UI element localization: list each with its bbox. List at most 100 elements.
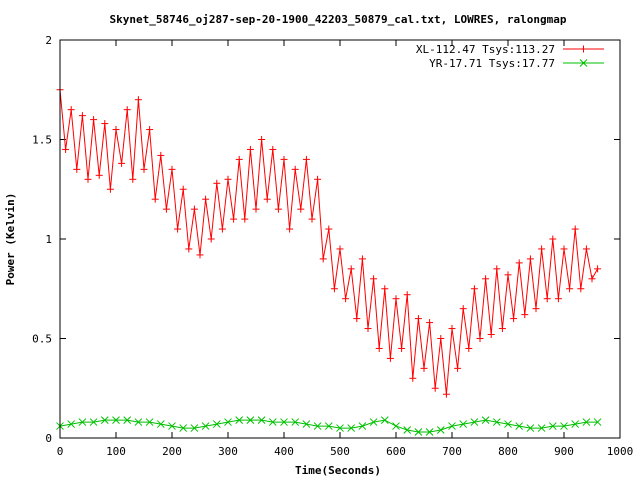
y-tick-label: 0 <box>45 432 52 445</box>
data-point <box>162 205 170 213</box>
data-point <box>100 416 109 424</box>
x-tick-label: 0 <box>57 445 64 458</box>
data-point <box>134 418 143 426</box>
legend: XL-112.47 Tsys:113.27 YR-17.71 Tsys:17.7… <box>416 43 604 70</box>
data-point <box>146 126 154 134</box>
data-point <box>448 325 456 333</box>
data-point <box>386 354 394 362</box>
data-point <box>73 165 81 173</box>
data-point <box>521 311 529 319</box>
data-point <box>381 285 389 293</box>
data-point <box>258 136 266 143</box>
data-point <box>554 295 562 303</box>
data-point <box>190 205 198 213</box>
data-point <box>392 422 400 430</box>
data-point <box>212 420 221 428</box>
series-line-0 <box>59 89 599 395</box>
x-tick-label: 900 <box>554 445 574 458</box>
data-point <box>179 185 187 193</box>
data-point <box>504 420 512 428</box>
data-point <box>106 185 114 193</box>
data-point <box>84 175 92 183</box>
axis-ticks: 0 100 200 300 400 500 600 700 800 900 1000 0 0.5 1 1.5… <box>32 34 633 458</box>
data-point <box>78 112 86 120</box>
data-point <box>465 344 473 352</box>
data-point <box>571 420 580 428</box>
data-point <box>532 305 540 313</box>
data-point <box>201 422 210 430</box>
data-point <box>594 265 602 273</box>
data-point <box>454 364 462 372</box>
data-point <box>470 285 478 293</box>
data-point <box>168 165 176 173</box>
data-point <box>291 418 300 426</box>
data-point <box>538 245 546 253</box>
data-point <box>230 215 238 223</box>
data-point <box>392 295 400 303</box>
data-point <box>308 215 316 223</box>
data-point <box>174 225 182 233</box>
data-point <box>543 295 551 303</box>
data-point <box>286 225 294 233</box>
data-point <box>257 416 266 424</box>
data-point <box>202 195 210 203</box>
legend-sample-xl <box>563 45 604 53</box>
data-point <box>274 205 282 213</box>
legend-label-xl: XL-112.47 Tsys:113.27 <box>416 43 555 56</box>
data-point <box>224 418 232 426</box>
data-point <box>459 305 467 313</box>
data-point <box>123 106 131 114</box>
data-point <box>470 418 479 426</box>
data-point <box>342 295 350 303</box>
data-point <box>280 418 288 426</box>
data-point <box>268 418 277 426</box>
data-point <box>537 424 546 432</box>
y-tick-label: 1.5 <box>32 134 52 147</box>
data-point <box>577 285 585 293</box>
data-point <box>380 416 389 424</box>
data-point <box>78 418 87 426</box>
data-point <box>213 179 221 187</box>
data-point <box>403 291 411 299</box>
data-point <box>246 145 254 153</box>
data-point <box>358 255 366 263</box>
data-point <box>241 215 249 223</box>
data-point <box>67 420 76 428</box>
data-point <box>95 171 103 179</box>
data-point <box>196 251 204 259</box>
data-point <box>492 418 501 426</box>
data-point <box>370 275 378 283</box>
data-point <box>560 422 568 430</box>
chart-title: Skynet_58746_oj287-sep-20-1900_42203_508… <box>110 13 567 26</box>
data-point <box>246 416 255 424</box>
data-point <box>314 175 322 183</box>
data-point <box>235 416 244 424</box>
data-point <box>409 374 417 382</box>
data-point <box>347 424 356 432</box>
x-tick-label: 300 <box>218 445 238 458</box>
data-point <box>358 422 367 430</box>
data-point <box>566 285 574 293</box>
x-tick-label: 100 <box>106 445 126 458</box>
data-point <box>515 259 523 267</box>
legend-label-yr: YR-17.71 Tsys:17.77 <box>429 57 555 70</box>
data-point <box>291 165 299 173</box>
data-point <box>504 271 512 279</box>
data-point <box>90 116 98 124</box>
data-point <box>398 344 406 352</box>
data-point <box>252 205 260 213</box>
data-point <box>353 315 361 323</box>
data-point <box>510 315 518 323</box>
data-point <box>582 418 591 426</box>
data-point <box>140 165 148 173</box>
data-point <box>235 155 243 163</box>
data-point <box>442 390 450 398</box>
legend-marker <box>579 59 588 67</box>
data-point <box>112 126 120 134</box>
data-point <box>347 265 355 273</box>
data-point <box>269 145 277 153</box>
data-point <box>437 335 445 342</box>
legend-marker <box>580 45 587 53</box>
data-point <box>67 106 75 114</box>
x-tick-label: 400 <box>274 445 294 458</box>
